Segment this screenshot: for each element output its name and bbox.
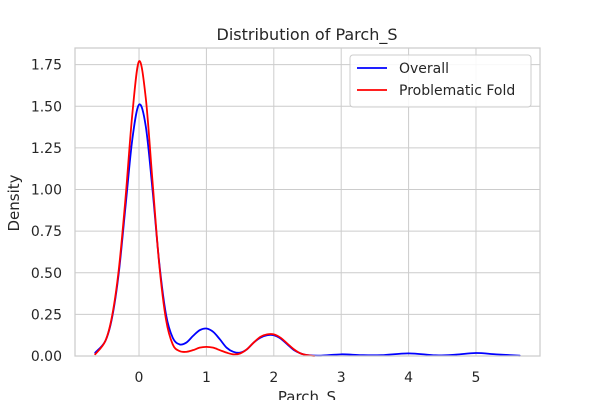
legend-label-problematic-fold: Problematic Fold — [399, 83, 515, 99]
series-layer — [94, 60, 521, 357]
y-tick-label: 0.75 — [31, 224, 62, 240]
y-tick-label: 1.50 — [31, 99, 62, 115]
y-tick-label: 0.00 — [31, 349, 62, 365]
x-tick-label: 1 — [202, 370, 211, 386]
y-tick-label: 1.00 — [31, 183, 62, 199]
legend: Overall Problematic Fold — [349, 54, 532, 108]
x-axis-label: Parch_S — [278, 388, 336, 400]
x-tick-label: 2 — [269, 370, 278, 386]
x-tick-label: 4 — [404, 370, 413, 386]
y-tick-label: 1.75 — [31, 58, 62, 74]
y-tick-label: 1.25 — [31, 141, 62, 157]
y-axis-label: Density — [5, 174, 23, 231]
legend-box — [349, 54, 532, 108]
x-tick-label: 0 — [135, 370, 144, 386]
x-tick-label: 5 — [472, 370, 481, 386]
legend-label-overall: Overall — [399, 61, 449, 77]
chart-title: Distribution of Parch_S — [217, 25, 398, 45]
plot-frame — [74, 47, 541, 357]
series-line-overall — [94, 103, 521, 357]
tick-labels: 0 1 2 3 4 5 0.00 0.25 0.50 0.75 1.00 1.25 1.50 1.75 — [31, 58, 481, 386]
y-tick-label: 0.50 — [31, 266, 62, 282]
x-tick-label: 3 — [337, 370, 346, 386]
series-line-problematic-fold — [94, 60, 316, 357]
y-tick-label: 0.25 — [31, 307, 62, 323]
